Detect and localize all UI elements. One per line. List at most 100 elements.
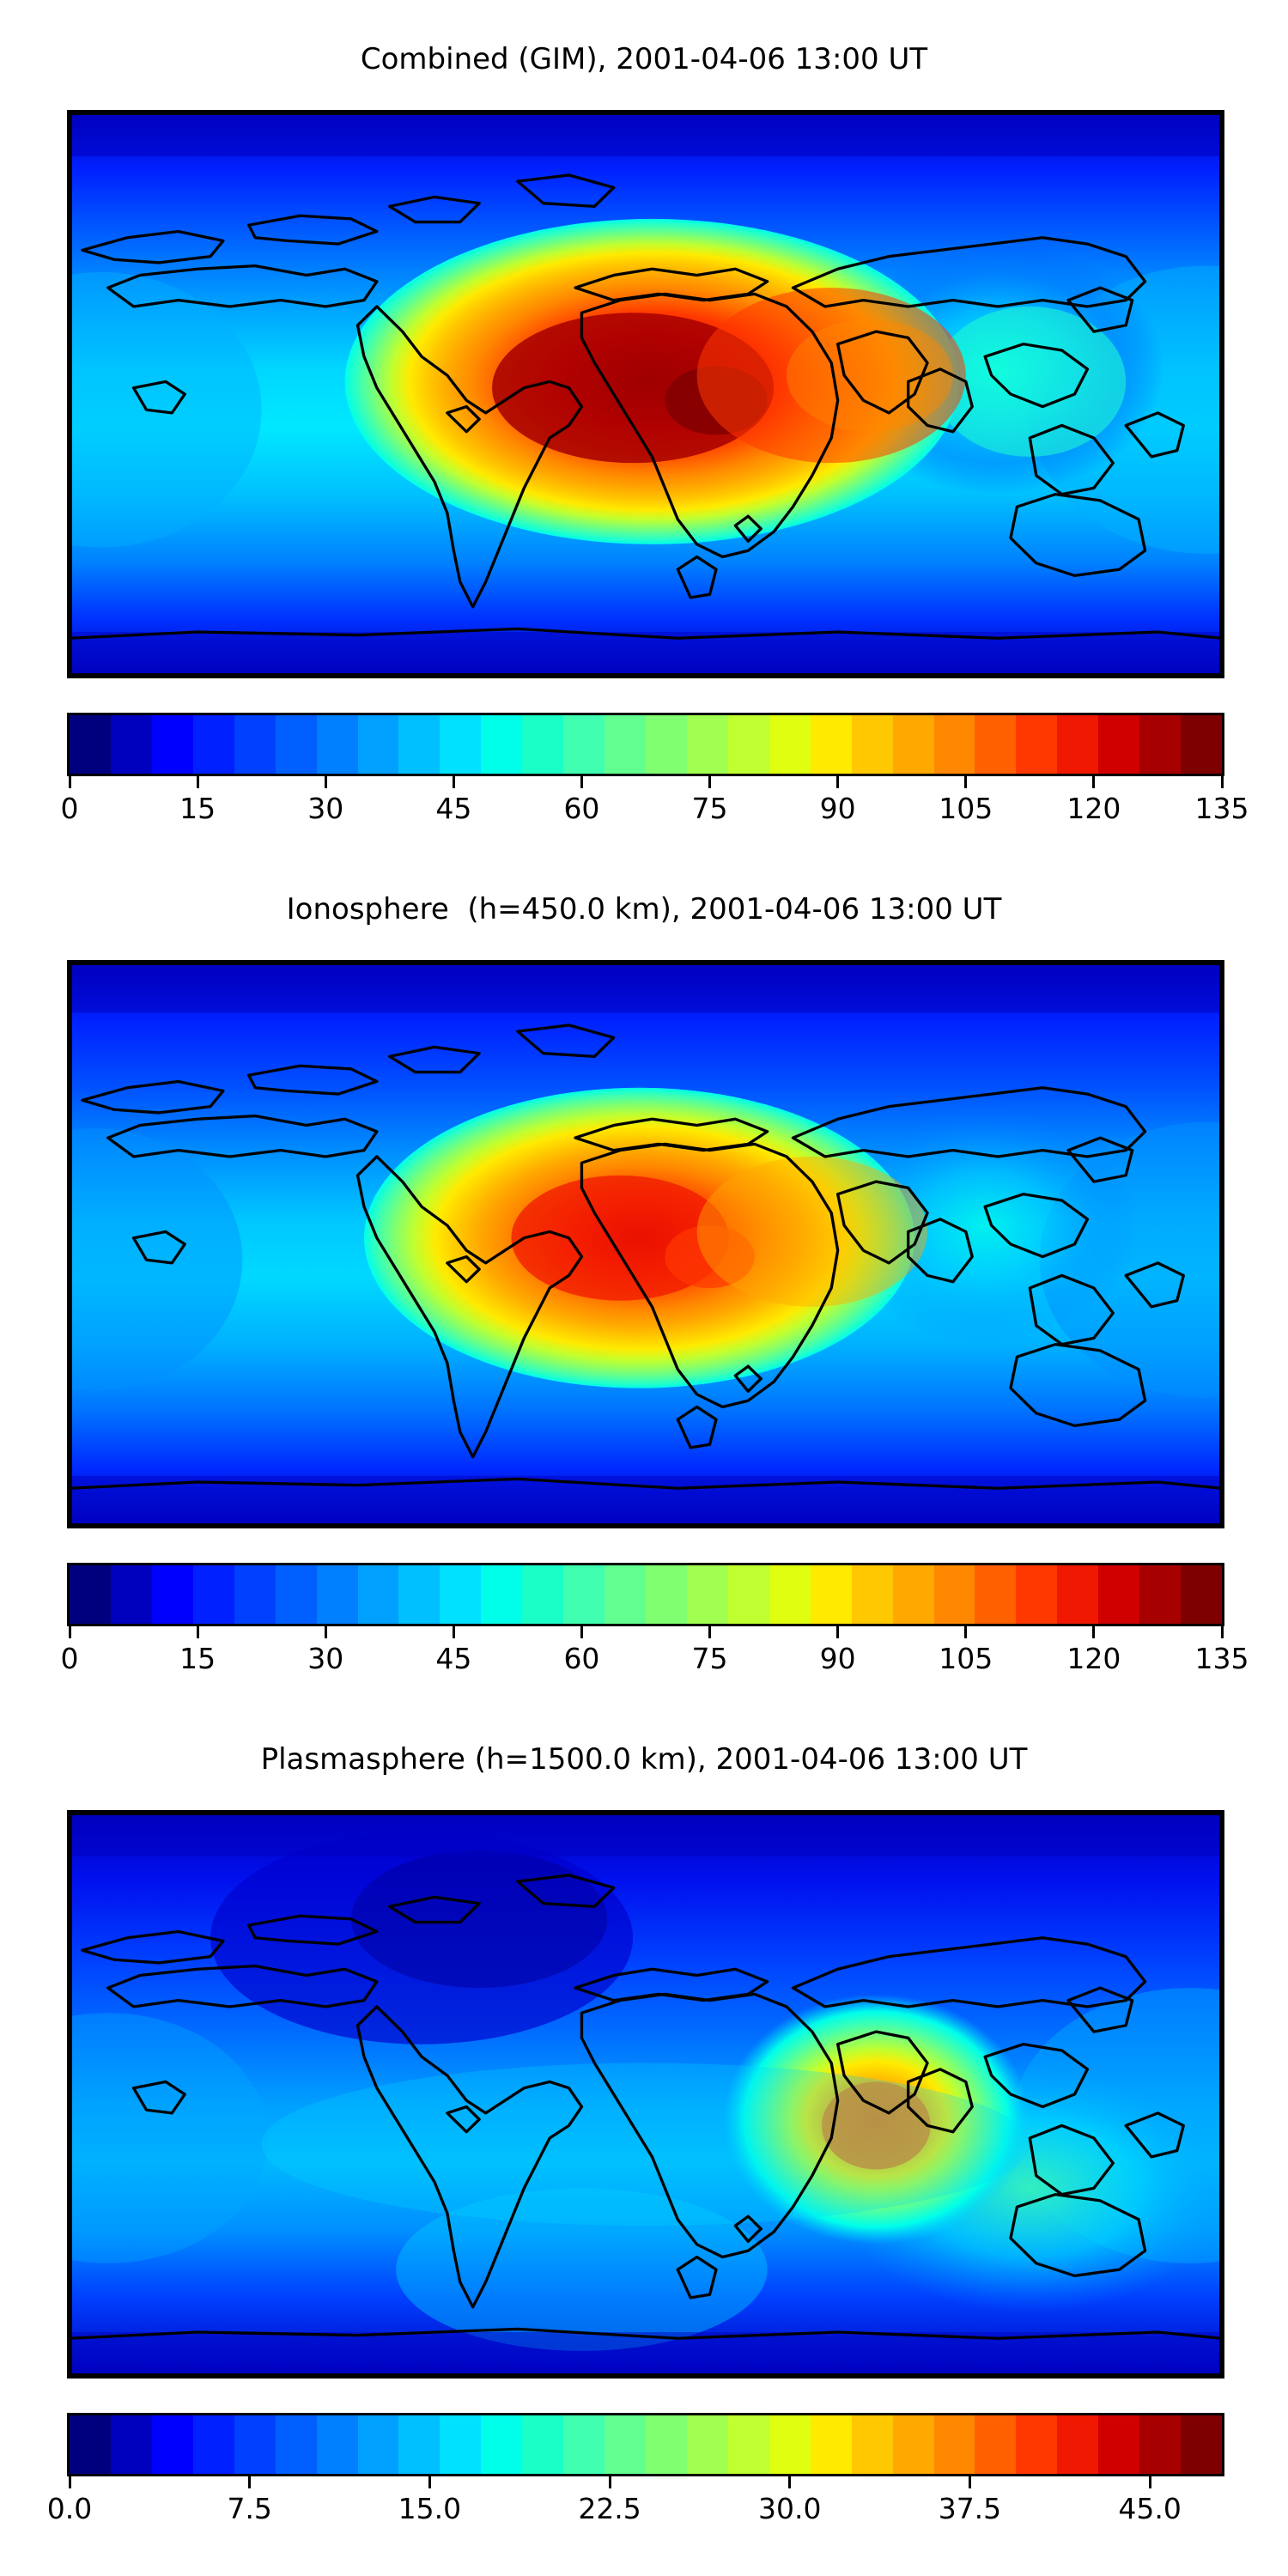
colorbar-segment (810, 715, 853, 774)
colorbar-tick (1148, 2476, 1151, 2488)
colorbar-labels-plasmasphere: 0.0 7.5 15.0 22.5 30.0 37.5 45.0 (47, 2492, 1224, 2531)
colorbar-segment (192, 1565, 235, 1624)
colorbar-tick-label: 75 (691, 792, 728, 825)
colorbar-segment (440, 1565, 483, 1624)
colorbar-tick (68, 2476, 71, 2488)
colorbar-tick-label: 22.5 (578, 2492, 641, 2525)
colorbar-labels-combined-gim: 0 15 30 45 60 75 90 105 120 135 (61, 792, 1249, 831)
colorbar-tick (196, 1626, 199, 1638)
colorbar-segment (1139, 2415, 1182, 2474)
colorbar-segment (398, 2415, 441, 2474)
panel-title-combined-gim: Combined (GIM), 2001-04-06 13:00 UT (360, 42, 928, 76)
colorbar-segment (234, 715, 276, 774)
colorbar-segment (1016, 1565, 1059, 1624)
colorbar-segment (70, 1565, 112, 1624)
colorbar-gradient-plasmasphere (67, 2413, 1224, 2476)
colorbar-tick (324, 1626, 327, 1638)
colorbar-segment (933, 2415, 976, 2474)
colorbar-segment (110, 2415, 153, 2474)
colorbar-tick (608, 2476, 611, 2488)
colorbar-segment (1016, 715, 1059, 774)
colorbar-segment (892, 1565, 935, 1624)
colorbar-segment (110, 715, 153, 774)
colorbar-segment (1139, 1565, 1182, 1624)
colorbar-tick-label: 45.0 (1118, 2492, 1182, 2525)
colorbar-segment (522, 715, 565, 774)
panel-title-plasmasphere: Plasmasphere (h=1500.0 km), 2001-04-06 1… (260, 1742, 1028, 1777)
colorbar-segment (316, 2415, 359, 2474)
colorbar-segment (481, 2415, 524, 2474)
coastlines (70, 173, 1222, 676)
colorbar-tick (68, 1626, 71, 1638)
colorbar-tick (1220, 776, 1224, 788)
colorbar-segment (192, 715, 235, 774)
colorbar-segment (933, 1565, 976, 1624)
colorbar-segment (1098, 2415, 1141, 2474)
colorbar-ticks-ionosphere (67, 1626, 1224, 1638)
colorbar-segment (151, 2415, 194, 2474)
colorbar-segment (851, 2415, 894, 2474)
colorbar-segment (1181, 715, 1222, 774)
colorbar-segment (646, 1565, 688, 1624)
colorbar-segment (316, 1565, 359, 1624)
colorbar-tick-label: 30.0 (758, 2492, 822, 2525)
colorbar-tick (452, 776, 455, 788)
colorbar-segment (1181, 2415, 1222, 2474)
colorbar-segment (1057, 2415, 1100, 2474)
colorbar-tick-label: 135 (1194, 1642, 1249, 1675)
colorbar-tick (1092, 1626, 1096, 1638)
colorbar-segment (810, 2415, 853, 2474)
colorbar-segment (1181, 1565, 1222, 1624)
colorbar-segment (398, 1565, 441, 1624)
colorbar-segment (110, 1565, 153, 1624)
colorbar-tick-label: 15.0 (398, 2492, 462, 2525)
colorbar-segment (769, 715, 811, 774)
map-plasmasphere (67, 1810, 1224, 2379)
colorbar-tick-label: 105 (939, 792, 993, 825)
colorbar-ionosphere: 0 15 30 45 60 75 90 105 120 135 (61, 1563, 1249, 1675)
colorbar-tick-label: 30 (307, 1642, 344, 1675)
colorbar-segment (892, 715, 935, 774)
colorbar-segment (563, 715, 606, 774)
colorbar-tick-label: 15 (179, 792, 216, 825)
colorbar-tick (968, 2476, 971, 2488)
colorbar-tick-label: 120 (1066, 792, 1121, 825)
colorbar-tick-label: 90 (819, 1642, 856, 1675)
colorbar-segment (275, 1565, 318, 1624)
colorbar-segment (605, 715, 647, 774)
colorbar-tick (964, 1626, 968, 1638)
colorbar-segment (357, 1565, 400, 1624)
colorbar-segment (810, 1565, 853, 1624)
colorbar-ticks-plasmasphere (67, 2476, 1224, 2488)
colorbar-segment (975, 1565, 1018, 1624)
map-svg-ionosphere (70, 963, 1222, 1526)
colorbar-segment (769, 2415, 811, 2474)
panel-combined-gim: Combined (GIM), 2001-04-06 13:00 UT (0, 0, 1288, 859)
colorbar-segment (605, 1565, 647, 1624)
colorbar-tick-label: 45 (435, 1642, 472, 1675)
colorbar-segment (70, 2415, 112, 2474)
colorbar-segment (686, 2415, 729, 2474)
colorbar-segment (151, 1565, 194, 1624)
colorbar-segment (1057, 715, 1100, 774)
colorbar-combined-gim: 0 15 30 45 60 75 90 105 120 135 (61, 713, 1249, 825)
colorbar-tick-label: 60 (563, 1642, 600, 1675)
colorbar-segment (563, 2415, 606, 2474)
colorbar-segment (892, 2415, 935, 2474)
colorbar-tick-label: 135 (1194, 792, 1249, 825)
colorbar-segment (522, 1565, 565, 1624)
colorbar-segment (686, 1565, 729, 1624)
colorbar-tick (788, 2476, 792, 2488)
colorbar-segment (522, 2415, 565, 2474)
colorbar-tick (68, 776, 71, 788)
colorbar-segment (1139, 715, 1182, 774)
colorbar-labels-ionosphere: 0 15 30 45 60 75 90 105 120 135 (61, 1642, 1249, 1681)
map-svg-combined-gim (70, 112, 1222, 676)
colorbar-tick-label: 37.5 (938, 2492, 1002, 2525)
colorbar-tick (964, 776, 968, 788)
colorbar-tick-label: 0.0 (46, 2492, 93, 2525)
colorbar-segment (234, 1565, 276, 1624)
colorbar-gradient-combined-gim (67, 713, 1224, 776)
colorbar-segment (769, 1565, 811, 1624)
colorbar-segment (851, 1565, 894, 1624)
